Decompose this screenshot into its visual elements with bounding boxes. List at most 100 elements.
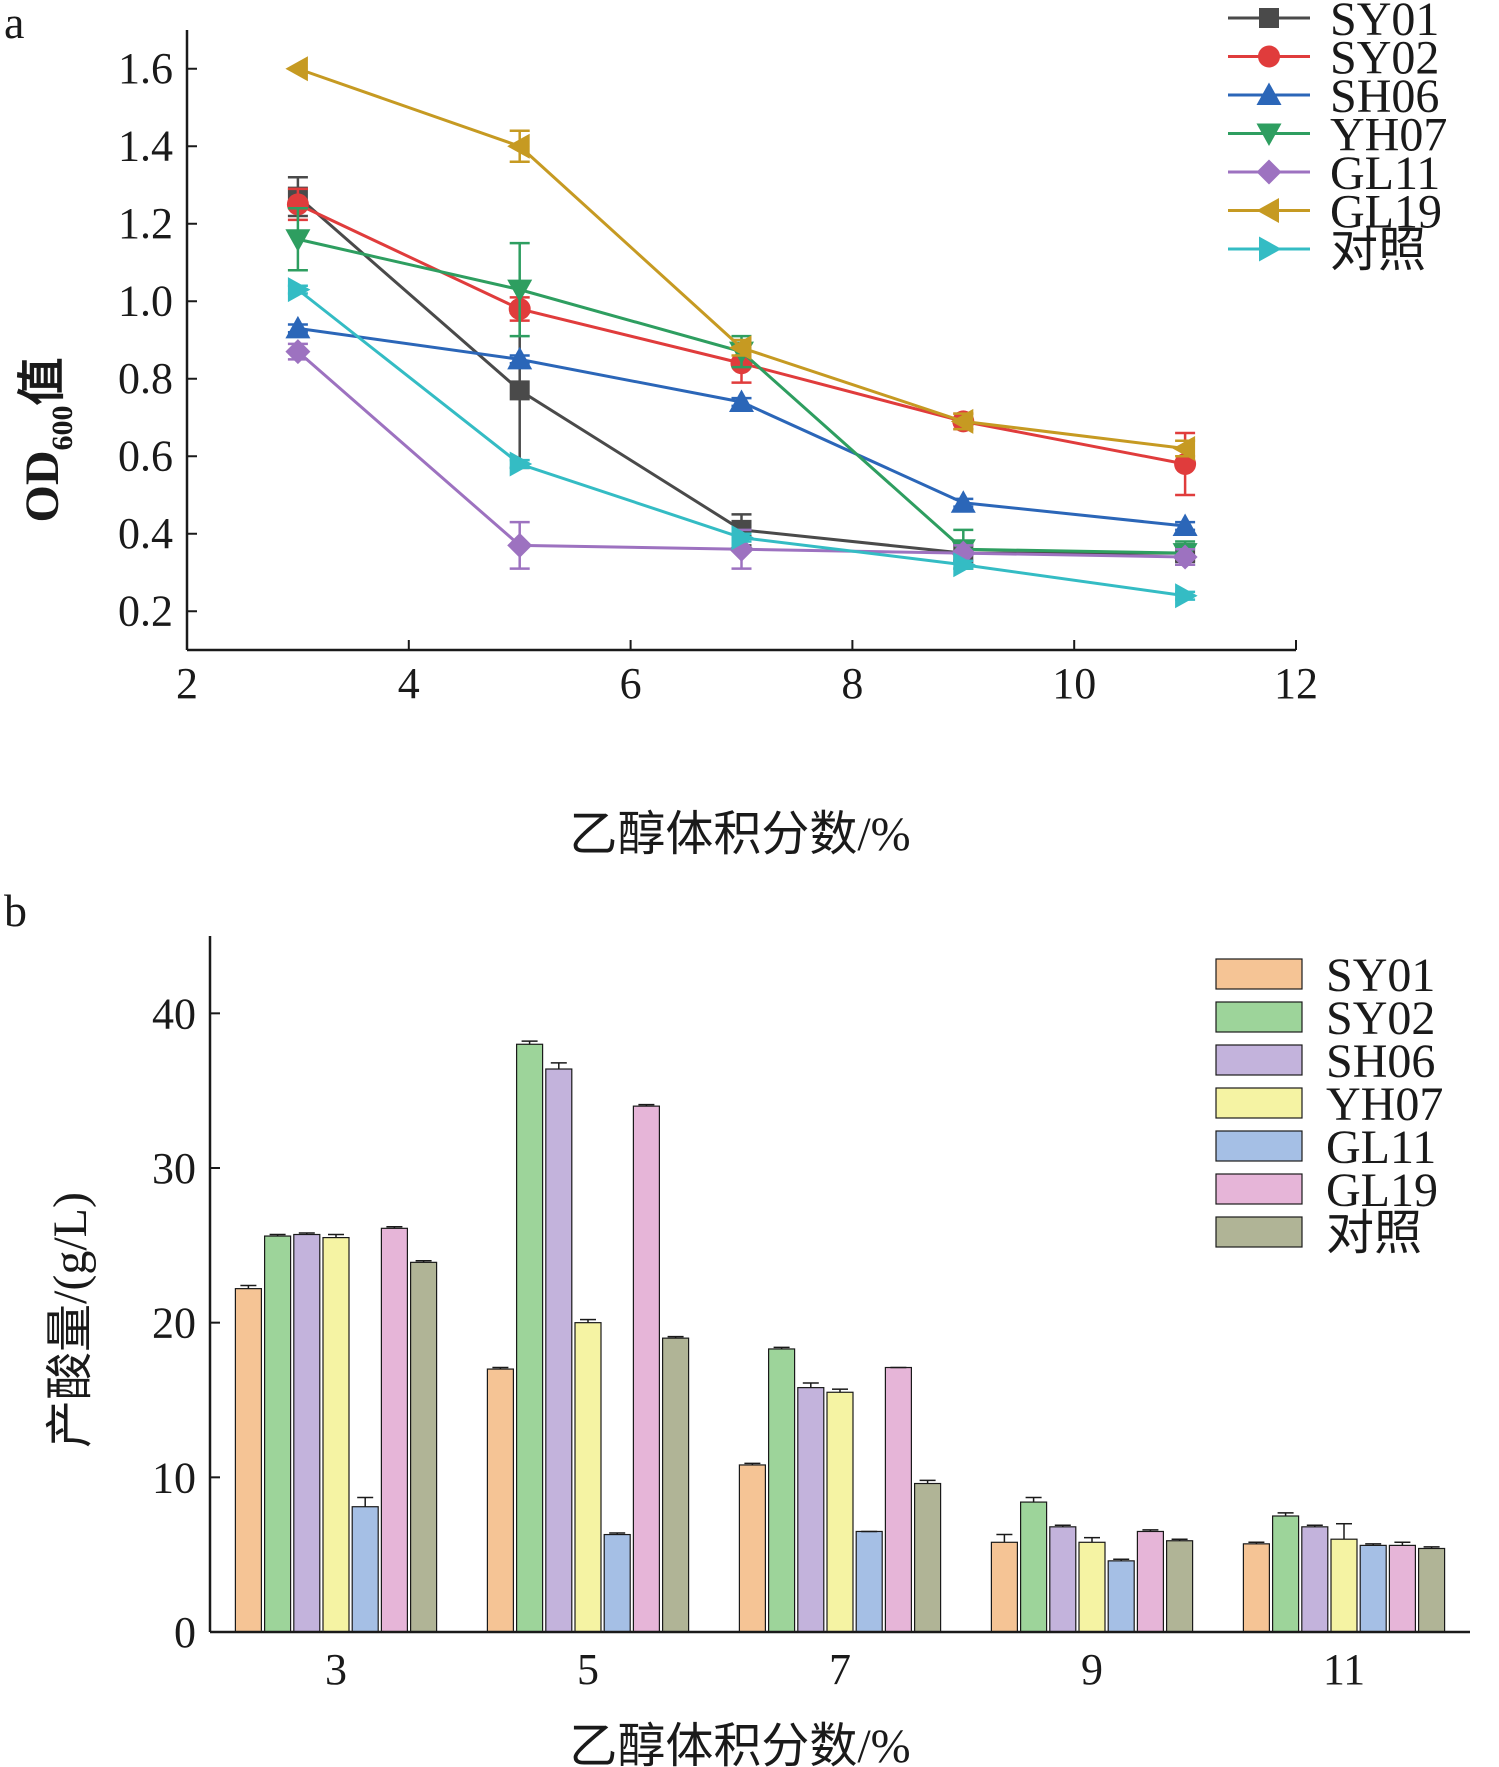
panel-label-b: b [4, 885, 27, 936]
y-tick-label-b: 20 [152, 1299, 196, 1348]
bar-对照-5 [661, 1337, 690, 1633]
legend-label: YH07 [1326, 1078, 1443, 1131]
y-tick-label-a: 1.2 [118, 199, 173, 248]
data-point [509, 451, 533, 477]
bar-SY01-11 [1242, 1543, 1271, 1633]
series-SH06 [285, 315, 1198, 536]
legend-swatch [1215, 1173, 1303, 1205]
y-tick-label-a: 0.8 [118, 354, 173, 403]
data-point [1172, 513, 1198, 536]
y-tick-label-a: 1.6 [118, 44, 173, 93]
x-tick-label-a: 12 [1274, 659, 1318, 708]
bar-YH07-3 [322, 1236, 350, 1633]
legend-label: SH06 [1326, 1035, 1435, 1088]
bar-YH07-7 [826, 1391, 854, 1633]
x-tick-label-a: 8 [841, 659, 863, 708]
legend-label: YH07 [1330, 109, 1447, 162]
bar-对照-11 [1417, 1547, 1446, 1633]
bar-SH06-9 [1049, 1526, 1077, 1633]
legend-marker [1259, 236, 1282, 262]
data-point [729, 335, 752, 361]
legend-label: SY02 [1330, 32, 1439, 85]
bar-对照-9 [1165, 1540, 1194, 1633]
legend-marker [1259, 8, 1279, 28]
y-axis-label-sub: 600 [46, 406, 79, 451]
bar-SY02-5 [515, 1043, 544, 1633]
data-point [1172, 544, 1198, 570]
bar-GL19-7 [884, 1366, 913, 1633]
bar-SH06-5 [545, 1068, 573, 1633]
legend-label: SY01 [1326, 949, 1435, 1002]
y-tick-label-a: 0.2 [118, 586, 173, 635]
y-axis-label-a: OD600值 [16, 357, 79, 522]
legend-item: SH06 [1215, 1035, 1435, 1088]
y-tick-label-a: 1.0 [118, 276, 173, 325]
legend-swatch [1215, 1087, 1303, 1119]
x-tick-label-b: 11 [1323, 1645, 1365, 1694]
y-tick-label-b: 30 [152, 1144, 196, 1193]
legend-label: SH06 [1330, 70, 1439, 123]
legend-swatch [1215, 1001, 1303, 1033]
legend-item: SY02 [1228, 32, 1439, 85]
bar-GL19-3 [380, 1227, 408, 1633]
y-tick-label-b: 40 [152, 989, 196, 1038]
legend-item: SH06 [1228, 70, 1439, 123]
data-point [507, 532, 533, 558]
bar-GL19-11 [1388, 1544, 1417, 1633]
data-point [507, 346, 533, 370]
legend-swatch [1215, 1216, 1303, 1248]
data-point [731, 525, 754, 551]
x-tick-label-a: 6 [620, 659, 642, 708]
bar-GL11-5 [603, 1533, 631, 1633]
axes-b: 0 10 20 30 40 3 5 7 9 11 [152, 936, 1470, 1694]
y-tick-label-b: 10 [152, 1453, 196, 1502]
legend-label: SY01 [1330, 0, 1439, 46]
bar-SY02-7 [767, 1348, 796, 1633]
legend-item: GL11 [1228, 147, 1440, 200]
bar-series-group [234, 1040, 1446, 1633]
x-tick-label-a: 4 [398, 659, 420, 708]
bar-YH07-5 [574, 1322, 602, 1633]
legend-item: GL19 [1215, 1164, 1438, 1217]
data-point [509, 380, 530, 401]
bar-SY01-3 [234, 1288, 262, 1633]
legend-item: YH07 [1215, 1078, 1443, 1131]
y-axis-label-tail: 值 [16, 357, 69, 405]
axes-a: 2 4 6 8 10 12 0.2 0.4 0.6 0.8 1.0 1.2 1.4 1.6 [118, 30, 1318, 708]
legend-item: 对照 [1228, 224, 1426, 277]
bar-SY01-5 [486, 1368, 514, 1633]
bar-GL11-7 [855, 1530, 883, 1633]
y-tick-label-a: 1.4 [118, 121, 173, 170]
legend-item: SY01 [1215, 949, 1435, 1002]
x-tick-label-a: 2 [176, 659, 198, 708]
x-tick-label-b: 3 [325, 1645, 347, 1694]
y-axis-label-main: OD [16, 451, 69, 523]
data-point [285, 339, 311, 365]
bar-chart-panel: b 0 10 20 30 40 3 5 7 9 11 乙醇体积分数/% 产酸量/(g/L) SY0… [4, 885, 1470, 1767]
bar-YH07-11 [1330, 1538, 1358, 1633]
bar-SH06-7 [797, 1387, 825, 1633]
data-point [950, 408, 974, 434]
data-point [285, 56, 308, 82]
data-point [285, 229, 311, 252]
data-point [950, 490, 976, 513]
legend-label: GL11 [1326, 1121, 1436, 1174]
data-point [285, 315, 311, 339]
legend-swatch [1215, 1044, 1303, 1076]
bar-SH06-3 [293, 1233, 321, 1633]
x-tick-label-b: 7 [829, 1645, 851, 1694]
legend-label: GL11 [1330, 147, 1440, 200]
bar-SY02-11 [1271, 1515, 1300, 1633]
bar-SY02-3 [264, 1235, 292, 1633]
bar-GL11-11 [1359, 1544, 1387, 1633]
series-GL19 [285, 56, 1196, 461]
legend-item: SY02 [1215, 992, 1435, 1045]
y-axis-label-b: 产酸量/(g/L) [44, 1192, 97, 1448]
legend-item: GL19 [1228, 186, 1442, 239]
bar-SY01-9 [990, 1541, 1019, 1633]
legend-label: GL19 [1326, 1164, 1438, 1217]
x-axis-label-a: 乙醇体积分数/% [569, 808, 910, 861]
x-tick-label-b: 9 [1081, 1645, 1103, 1694]
